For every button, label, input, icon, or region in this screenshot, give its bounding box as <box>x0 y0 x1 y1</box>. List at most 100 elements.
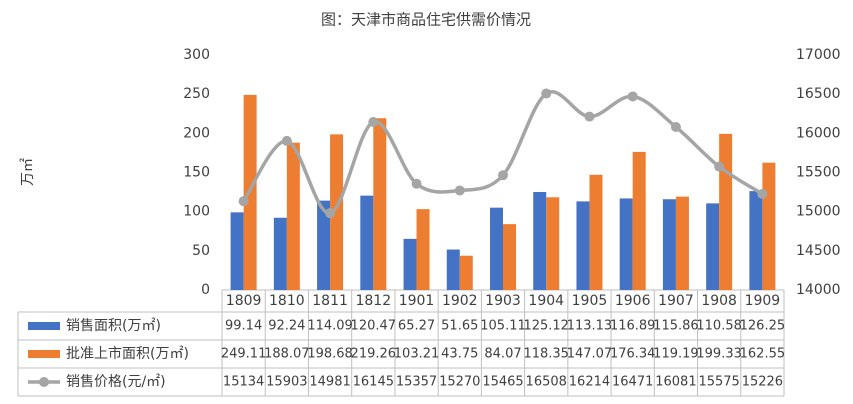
y2-tick-label: 15000 <box>796 204 841 220</box>
bar <box>706 203 720 290</box>
point <box>454 185 465 196</box>
bar <box>330 134 344 290</box>
point <box>714 161 725 172</box>
x-tick-label: 1903 <box>485 293 521 309</box>
bar <box>719 133 733 290</box>
point <box>498 170 508 181</box>
table-cell: 84.07 <box>484 347 521 362</box>
x-tick-label: 1909 <box>745 293 781 309</box>
y-tick-label: 100 <box>183 204 210 220</box>
table-cell: 114.09 <box>307 319 353 334</box>
table-cell: 16508 <box>526 375 567 390</box>
x-tick-label: 1906 <box>615 293 651 309</box>
point <box>584 111 595 122</box>
table-cell: 249.11 <box>221 347 267 362</box>
point <box>281 135 292 146</box>
point <box>238 196 249 207</box>
bar <box>503 224 516 290</box>
x-tick-label: 1809 <box>226 293 262 309</box>
x-tick-label: 1904 <box>528 293 564 309</box>
bar <box>675 196 689 290</box>
bar <box>749 191 763 290</box>
bar <box>416 209 430 290</box>
legend-symbol <box>28 350 60 358</box>
point <box>541 88 552 99</box>
table-cell: 105.11 <box>480 319 526 334</box>
table-cell: 116.89 <box>610 319 656 334</box>
table-cell: 15575 <box>698 375 739 390</box>
table-cell: 103.21 <box>394 347 440 362</box>
point <box>757 188 768 199</box>
x-tick-label: 1810 <box>269 293 305 309</box>
chart-title: 图：天津市商品住宅供需价情况 <box>321 11 531 29</box>
table-cell: 16145 <box>353 375 394 390</box>
bar <box>286 142 300 290</box>
bar <box>632 151 646 290</box>
point <box>368 116 379 127</box>
table-cell: 16081 <box>655 375 696 390</box>
bar <box>403 238 417 290</box>
bar <box>360 195 374 290</box>
x-tick-label: 1811 <box>312 293 348 309</box>
table-cell: 16471 <box>612 375 653 390</box>
table-cell: 125.12 <box>523 319 569 334</box>
bar <box>533 191 547 290</box>
table-cell: 119.19 <box>653 347 699 362</box>
legend-label: 销售价格(元/㎡) <box>66 374 166 390</box>
bar <box>762 162 776 290</box>
point <box>325 208 336 219</box>
bar <box>619 198 633 290</box>
y-tick-label: 0 <box>201 282 210 298</box>
y-axis-label: 万㎡ <box>20 158 36 186</box>
table-cell: 199.33 <box>696 347 742 362</box>
y-tick-label: 200 <box>183 125 210 141</box>
bar <box>576 201 590 290</box>
y2-tick-label: 17000 <box>796 47 841 63</box>
legend-symbol <box>28 322 60 330</box>
bar <box>662 199 676 290</box>
y2-tick-label: 16500 <box>796 86 841 102</box>
table-cell: 147.07 <box>567 347 613 362</box>
y2-tick-label: 15500 <box>796 165 841 181</box>
bar <box>230 212 244 290</box>
legend-label: 销售面积(万㎡) <box>66 318 161 334</box>
table-cell: 126.25 <box>740 319 786 334</box>
point <box>627 91 638 102</box>
table-cell: 115.86 <box>653 319 699 334</box>
legend-symbol <box>39 377 49 387</box>
table-cell: 65.27 <box>398 319 435 334</box>
table-cell: 15226 <box>742 375 783 390</box>
bar <box>546 197 560 290</box>
y2-tick-label: 14500 <box>796 243 841 259</box>
bar <box>317 200 331 290</box>
line <box>242 90 764 215</box>
bar <box>459 255 473 290</box>
table-cell: 15270 <box>439 375 480 390</box>
bar <box>273 217 287 290</box>
table-cell: 198.68 <box>307 347 353 362</box>
point <box>670 121 681 132</box>
table-cell: 120.47 <box>351 319 397 334</box>
x-tick-label: 1902 <box>442 293 478 309</box>
bar <box>490 207 503 290</box>
table-cell: 51.65 <box>441 319 478 334</box>
table-cell: 14981 <box>309 375 350 390</box>
table-cell: 110.58 <box>696 319 742 334</box>
table-cell: 43.75 <box>441 347 478 362</box>
table-cell: 176.34 <box>610 347 656 362</box>
bar <box>589 174 603 290</box>
table-cell: 15465 <box>482 375 523 390</box>
table-cell: 162.55 <box>740 347 786 362</box>
table-cell: 15357 <box>396 375 437 390</box>
table-cell: 92.24 <box>268 319 305 334</box>
table-cell: 15134 <box>223 375 264 390</box>
y2-tick-label: 14000 <box>796 282 841 298</box>
legend-label: 批准上市面积(万㎡) <box>66 345 189 362</box>
y2-tick-label: 16000 <box>796 125 841 141</box>
table-cell: 219.26 <box>351 347 397 362</box>
table-cell: 16214 <box>569 375 610 390</box>
x-tick-label: 1812 <box>355 293 391 309</box>
y-tick-label: 50 <box>192 243 210 259</box>
table-cell: 99.14 <box>225 319 262 334</box>
